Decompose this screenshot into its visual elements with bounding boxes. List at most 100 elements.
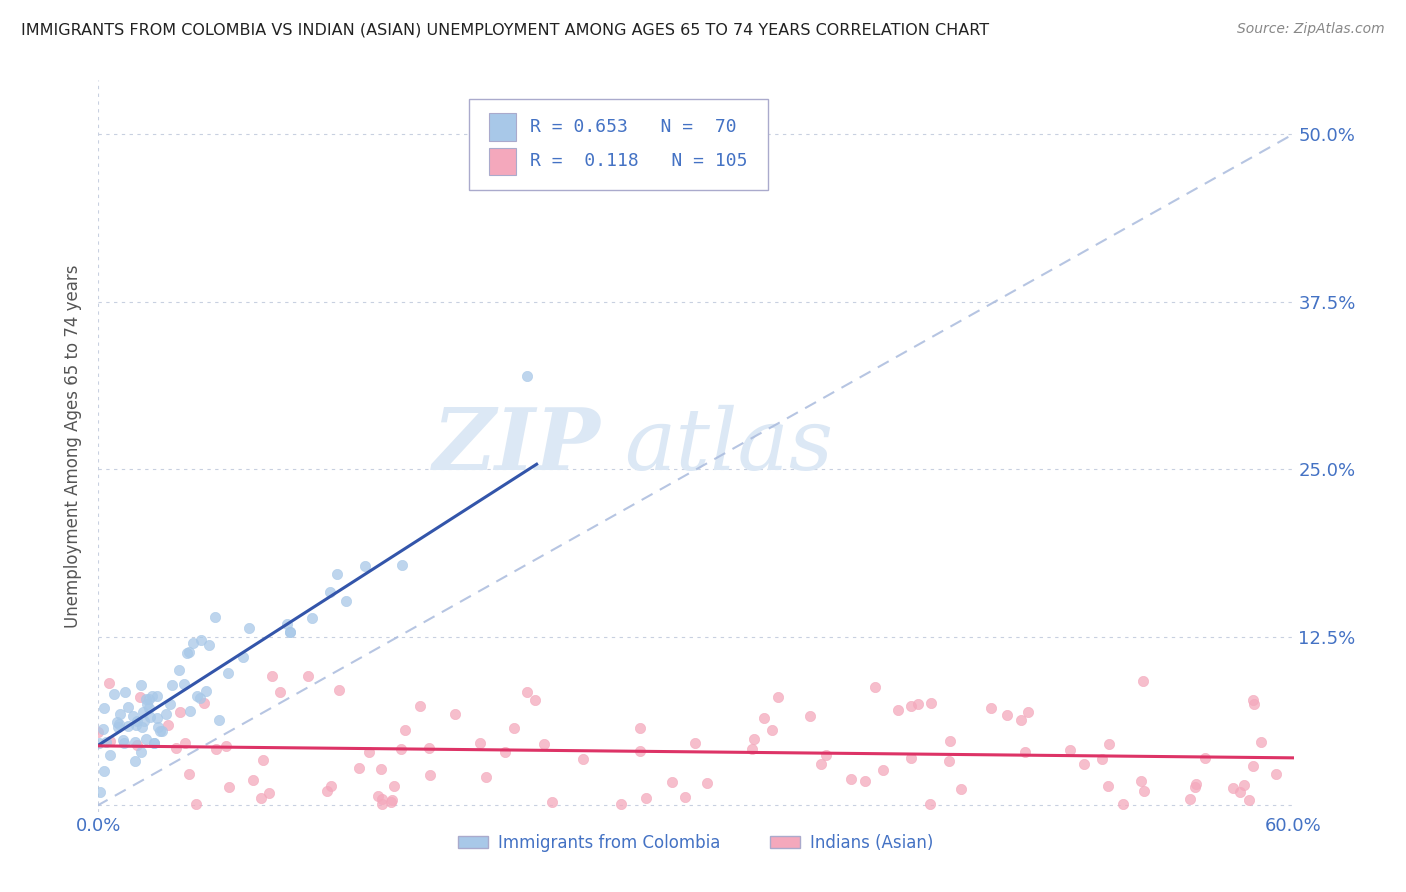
Text: Source: ZipAtlas.com: Source: ZipAtlas.com [1237,22,1385,37]
Point [177,645,200,659]
Point [920,696,942,710]
Point [328,683,350,698]
Point [799,709,821,723]
Point [318,585,340,599]
Point [122,709,145,723]
Point [752,711,775,725]
Point [193,696,215,710]
Point [250,791,273,805]
Point [1011,714,1033,728]
Point [494,745,516,759]
Point [319,779,342,793]
Point [359,745,381,759]
Point [297,669,319,683]
FancyBboxPatch shape [470,99,768,190]
Point [186,797,208,811]
Point [301,611,323,625]
Point [475,771,498,785]
Point [146,711,169,725]
Point [87,736,110,750]
Point [259,786,281,800]
Point [136,698,159,712]
Point [146,720,169,734]
Point [540,795,562,809]
Point [269,684,291,698]
Point [165,741,187,756]
Point [533,738,555,752]
Point [117,699,139,714]
Point [810,757,832,772]
Point [1097,779,1119,793]
Point [1059,743,1081,757]
Legend: Immigrants from Colombia, Indians (Asian): Immigrants from Colombia, Indians (Asian… [451,827,941,858]
Point [468,735,491,749]
Point [938,733,960,747]
FancyBboxPatch shape [489,113,516,141]
Point [634,790,657,805]
Text: atlas: atlas [624,405,834,487]
Point [523,693,546,707]
Point [409,698,432,713]
Point [217,665,239,680]
Point [93,764,115,778]
Point [918,797,941,811]
Point [444,706,467,721]
Y-axis label: Unemployment Among Ages 65 to 74 years: Unemployment Among Ages 65 to 74 years [65,264,83,628]
FancyBboxPatch shape [489,147,516,176]
Point [129,690,152,704]
Point [1132,673,1154,688]
Point [150,724,173,739]
Point [159,698,181,712]
Point [381,793,404,807]
Text: ZIP: ZIP [433,404,600,488]
Point [1098,737,1121,751]
Point [1185,777,1208,791]
Point [138,692,160,706]
Point [183,636,205,650]
Point [174,736,197,750]
Point [93,700,115,714]
Point [205,742,228,756]
Point [315,784,337,798]
Point [610,797,633,812]
Point [260,669,283,683]
Point [112,736,135,750]
Point [124,717,146,731]
Point [87,725,110,739]
Point [380,795,402,809]
Point [815,747,838,762]
Point [371,791,394,805]
Point [628,721,651,735]
Point [190,632,212,647]
Point [572,752,595,766]
Point [146,689,169,703]
Point [628,744,651,758]
Point [195,684,218,698]
Point [980,701,1002,715]
Point [1017,705,1039,719]
Point [661,775,683,789]
Point [91,722,114,736]
Point [215,739,238,753]
Point [132,705,155,719]
Point [179,704,201,718]
Point [1239,792,1261,806]
Point [696,776,718,790]
Point [995,708,1018,723]
Point [135,732,157,747]
Point [516,368,538,383]
Text: IMMIGRANTS FROM COLOMBIA VS INDIAN (ASIAN) UNEMPLOYMENT AMONG AGES 65 TO 74 YEAR: IMMIGRANTS FROM COLOMBIA VS INDIAN (ASIA… [21,22,990,37]
Point [117,719,139,733]
Point [741,742,763,756]
Point [186,690,208,704]
Point [950,782,973,797]
Point [98,748,121,763]
Point [900,751,922,765]
Point [1241,692,1264,706]
Point [1184,780,1206,794]
Point [900,698,922,713]
Point [135,691,157,706]
Point [1014,746,1036,760]
Point [134,714,156,728]
Point [1233,778,1256,792]
